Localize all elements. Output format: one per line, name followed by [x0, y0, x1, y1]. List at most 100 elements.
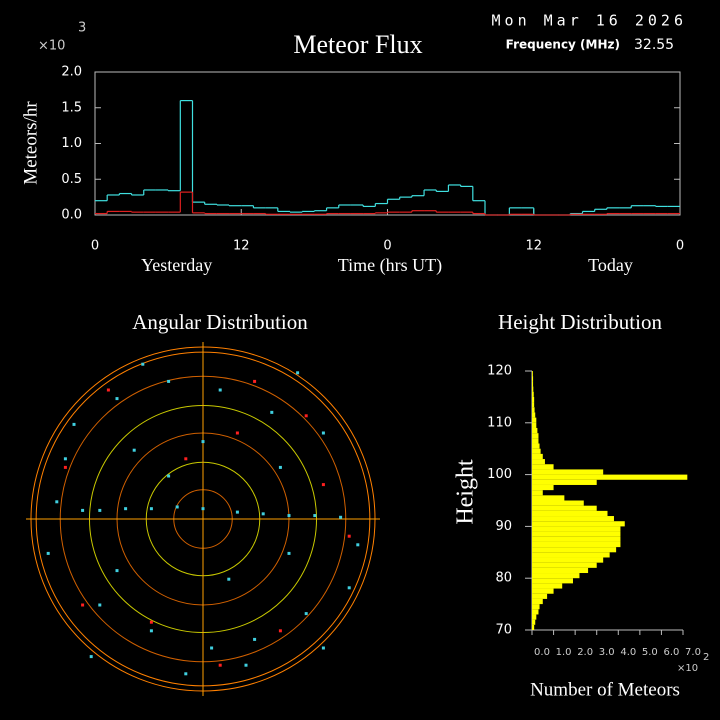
histogram-bar: [532, 604, 540, 610]
scatter-point: [89, 655, 93, 659]
histogram-bar: [532, 386, 534, 392]
scatter-point: [347, 534, 351, 538]
histogram-bar: [532, 371, 533, 377]
scatter-point: [72, 422, 76, 426]
scatter-point: [184, 672, 188, 676]
scatter-point: [81, 508, 85, 512]
histogram-bar: [532, 381, 534, 387]
histogram-bar: [532, 495, 565, 501]
scatter-point: [210, 646, 214, 650]
scatter-point: [141, 362, 145, 366]
x-tick-label: 12: [233, 239, 250, 254]
histogram-bar: [532, 417, 537, 423]
scatter-point: [261, 512, 265, 516]
frequency-label: Frequency (MHz): [506, 38, 620, 52]
histogram-bar: [532, 484, 554, 491]
chart-title: Meteor Flux: [293, 30, 422, 59]
scatter-point: [304, 414, 308, 418]
y-tick-label: 1.0: [61, 136, 82, 151]
scatter-point: [115, 397, 119, 401]
y-tick-label: 90: [495, 519, 512, 534]
plot-frame: [94, 71, 681, 216]
y-tick-label: 70: [495, 623, 512, 638]
histogram-bar: [532, 614, 537, 620]
scatter-point: [313, 514, 317, 518]
scatter-point: [149, 629, 153, 633]
y-tick-label: 120: [487, 364, 512, 379]
chart-title: Angular Distribution: [132, 310, 308, 334]
scatter-point: [81, 603, 85, 607]
histogram-bar: [532, 578, 573, 584]
scatter-point: [115, 569, 119, 573]
x-tick-label: 3.0: [599, 647, 615, 658]
scatter-point: [124, 507, 128, 511]
scatter-point: [270, 410, 274, 414]
scatter-point: [227, 577, 231, 581]
histogram-bar: [532, 402, 535, 408]
scatter-point: [278, 465, 282, 469]
histogram-bar: [532, 459, 545, 465]
scatter-point: [304, 612, 308, 616]
scatter-point: [201, 507, 205, 511]
scatter-point: [132, 448, 136, 452]
histogram-bar: [532, 552, 610, 558]
x-axis-label: Time (hrs UT): [338, 255, 442, 276]
x-tick-label: 0: [676, 239, 684, 254]
x-axis-label: Yesterday: [141, 255, 212, 275]
y-tick-label: 2.0: [61, 65, 82, 80]
scatter-point: [201, 440, 205, 444]
scatter-point: [339, 515, 343, 519]
histogram-bar: [532, 490, 543, 496]
x-tick-label: 4.0: [620, 647, 636, 658]
y-tick-label: 0.0: [61, 208, 82, 223]
histogram-bar: [532, 433, 539, 439]
histogram-bar: [532, 396, 535, 403]
scatter-point: [356, 543, 360, 547]
scatter-point: [244, 663, 248, 667]
y-tick-label: 0.5: [61, 172, 82, 187]
histogram-bar: [532, 438, 539, 444]
histogram-bar: [532, 588, 554, 594]
scatter-point: [106, 388, 110, 392]
scatter-point: [218, 663, 222, 667]
histogram-bar: [532, 422, 537, 428]
histogram-bar: [532, 448, 541, 454]
histogram-bar: [532, 536, 621, 542]
x-tick-label: 6.0: [663, 647, 679, 658]
scatter-point: [321, 431, 325, 435]
scatter-point: [347, 586, 351, 590]
scatter-point: [55, 500, 59, 504]
scatter-point: [98, 603, 102, 607]
histogram-bar: [532, 593, 548, 599]
y-tick-label: 80: [495, 571, 512, 586]
histogram-bar: [532, 479, 597, 485]
chart-title: Height Distribution: [498, 310, 662, 334]
histogram-bar: [532, 547, 617, 553]
histogram-bar: [532, 557, 604, 563]
y-tick-label: 110: [487, 415, 512, 430]
histogram-bar: [532, 583, 563, 589]
x-axis-label: Today: [588, 255, 633, 275]
scatter-point: [167, 379, 171, 383]
histogram-bar: [532, 505, 597, 511]
histogram-bar: [532, 500, 584, 506]
y-axis-label: Meteors/hr: [20, 101, 41, 185]
x-tick-label: 0.0: [534, 647, 550, 658]
histogram-bar: [532, 526, 621, 532]
histogram-bar: [532, 567, 589, 574]
scatter-point: [218, 388, 222, 392]
histogram-bar: [532, 521, 625, 527]
histogram-bar: [532, 443, 540, 449]
x-tick-label: 12: [525, 239, 542, 254]
x-axis-label: Number of Meteors: [530, 679, 680, 700]
y-axis-label: Height: [453, 459, 479, 525]
scatter-point: [184, 457, 188, 461]
multiplier-exp: 2: [703, 652, 709, 663]
multiplier-exp: 3: [78, 21, 86, 36]
histogram-bar: [532, 412, 536, 418]
x-tick-label: 5.0: [642, 647, 658, 658]
histogram-bar: [532, 427, 538, 434]
x-tick-label: 0: [91, 239, 99, 254]
scatter-point: [98, 508, 102, 512]
